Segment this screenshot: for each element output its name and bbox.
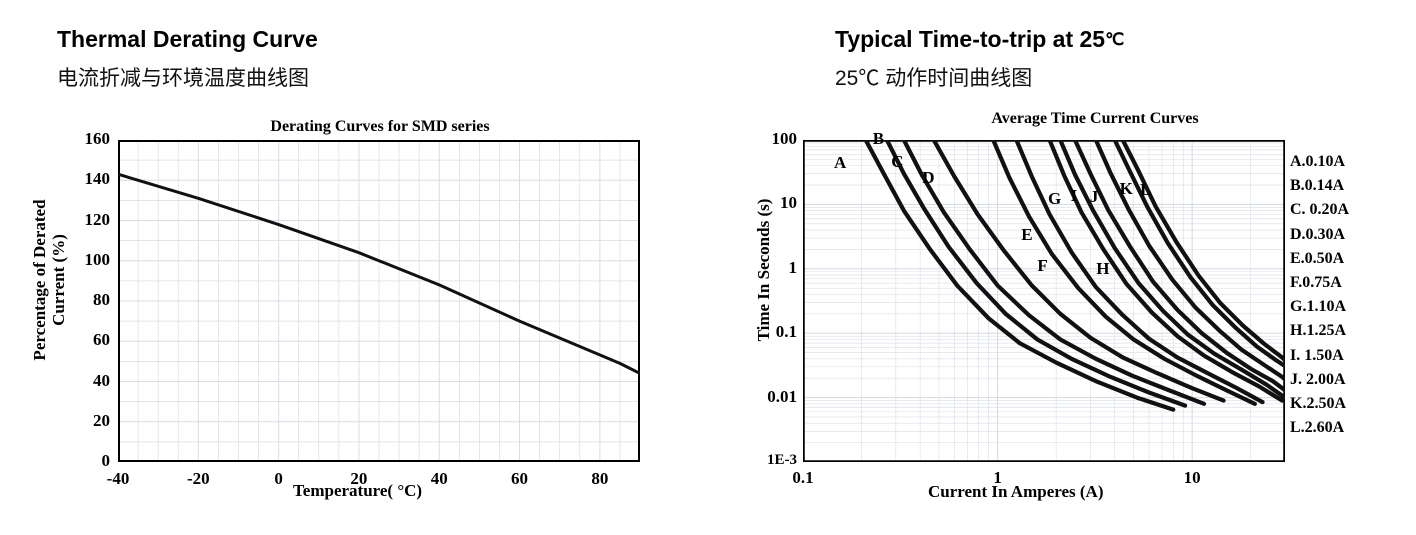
right-y-tick-label: 1 <box>788 257 798 277</box>
time-current-curve-I <box>1072 140 1285 393</box>
legend-item: J. 2.00A <box>1290 370 1346 388</box>
right-x-tick-label: 10 <box>1183 468 1201 487</box>
left-x-tick-label: 80 <box>591 469 609 488</box>
curve-label-C: C <box>891 151 904 171</box>
left-x-tick-label: 20 <box>350 469 368 488</box>
left-y-tick-label: 140 <box>84 169 111 189</box>
left-heading-english: Thermal Derating Curve <box>57 26 318 52</box>
left-y-axis-label: Percentage of Derated Current (%) <box>30 130 68 430</box>
time-current-curve-G <box>1047 140 1285 403</box>
derating-chart-svg <box>118 140 640 462</box>
curve-label-L: L <box>1140 180 1152 200</box>
legend-item: E.0.50A <box>1290 249 1345 267</box>
right-chart-title: Average Time Current Curves <box>991 110 1199 127</box>
left-x-tick-label: -40 <box>106 469 130 488</box>
curve-label-A: A <box>834 153 847 173</box>
curve-label-K: K <box>1119 178 1133 198</box>
curve-label-I: I <box>1070 186 1078 206</box>
left-y-tick-label: 0 <box>101 451 111 470</box>
legend-item: A.0.10A <box>1290 153 1346 170</box>
right-heading-degree-unit: ℃ <box>1105 30 1125 49</box>
curve-label-G: G <box>1048 189 1062 209</box>
left-chart-title: Derating Curves for SMD series <box>270 118 490 135</box>
left-x-axis-label: Temperature( °C) <box>293 481 423 500</box>
legend-item: I. 1.50A <box>1290 346 1344 364</box>
legend-item: G.1.10A <box>1290 298 1346 316</box>
time-current-curve-A <box>863 140 1176 412</box>
left-y-tick-label: 160 <box>84 129 111 148</box>
right-y-tick-label: 0.1 <box>775 322 797 342</box>
time-current-curve-H <box>1058 140 1285 400</box>
left-x-tick-label: 40 <box>430 469 448 488</box>
legend-item: B.0.14A <box>1290 177 1345 195</box>
right-heading-chinese-text: 动作时间曲线图 <box>885 67 1033 90</box>
left-y-tick-label: 20 <box>93 410 110 430</box>
time-to-trip-panel: Typical Time-to-trip at 25℃ 25℃ 动作时间曲线图 … <box>720 0 1416 535</box>
legend-item: D.0.30A <box>1290 225 1346 243</box>
curve-label-E: E <box>1021 225 1033 245</box>
derating-plot-area <box>118 140 640 462</box>
time-current-curve-B <box>884 140 1188 408</box>
left-y-axis-label-line2: Current (%) <box>49 234 68 326</box>
right-x-tick-label: 1 <box>993 468 1002 487</box>
right-heading-temp: 25℃ <box>835 67 880 90</box>
legend-item: F.0.75A <box>1290 274 1342 292</box>
left-x-tick-label: 60 <box>511 469 529 488</box>
curve-label-F: F <box>1037 256 1048 276</box>
left-x-tick-label: -20 <box>186 469 210 488</box>
time-current-curve-E <box>991 140 1257 406</box>
time-current-curve-J <box>1093 140 1285 382</box>
legend-item: H.1.25A <box>1290 322 1346 340</box>
right-y-tick-label: 10 <box>780 193 797 213</box>
left-y-axis-label-line1: Percentage of Derated <box>30 199 49 361</box>
left-y-tick-label: 60 <box>93 330 110 350</box>
right-y-tick-label: 1E-3 <box>767 452 797 468</box>
left-x-tick-label: 0 <box>274 469 283 488</box>
time-current-curve-K <box>1112 140 1285 369</box>
right-x-tick-label: 0.1 <box>792 468 814 487</box>
right-heading-english-text: Typical Time-to-trip at 25 <box>835 26 1106 52</box>
right-heading-english: Typical Time-to-trip at 25℃ <box>835 26 1124 53</box>
time-current-curve-F <box>1014 140 1265 405</box>
right-y-tick-label: 0.01 <box>767 386 797 406</box>
left-heading-chinese: 电流折减与环境温度曲线图 <box>57 67 309 90</box>
time-current-curve-D <box>931 140 1226 403</box>
right-y-tick-label: 100 <box>771 129 798 148</box>
right-x-axis-label: Current In Amperes (A) <box>928 482 1104 501</box>
time-current-curve-L <box>1120 140 1285 363</box>
right-heading-chinese: 25℃ 动作时间曲线图 <box>835 62 1032 92</box>
left-y-tick-label: 100 <box>84 249 111 269</box>
left-y-tick-label: 120 <box>84 209 111 229</box>
curve-label-H: H <box>1096 259 1110 279</box>
left-y-tick-label: 40 <box>93 370 110 390</box>
legend-item: C. 0.20A <box>1290 201 1350 219</box>
thermal-derating-panel: Thermal Derating Curve 电流折减与环境温度曲线图 Dera… <box>30 26 640 500</box>
time-current-chart-svg <box>803 140 1285 462</box>
time-current-plot-area <box>803 140 1285 462</box>
legend-item: K.2.50A <box>1290 395 1346 413</box>
curve-label-J: J <box>1089 187 1099 207</box>
curve-legend-list: A.0.10A B.0.14A C. 0.20A D.0.30A E.0.50A F.0.… <box>1290 150 1349 440</box>
time-current-curve-C <box>901 140 1207 406</box>
curve-label-B: B <box>872 129 885 148</box>
left-y-tick-label: 80 <box>93 290 110 309</box>
curve-label-D: D <box>922 167 935 187</box>
legend-item: L.2.60A <box>1290 419 1345 437</box>
derating-curve <box>118 172 640 375</box>
